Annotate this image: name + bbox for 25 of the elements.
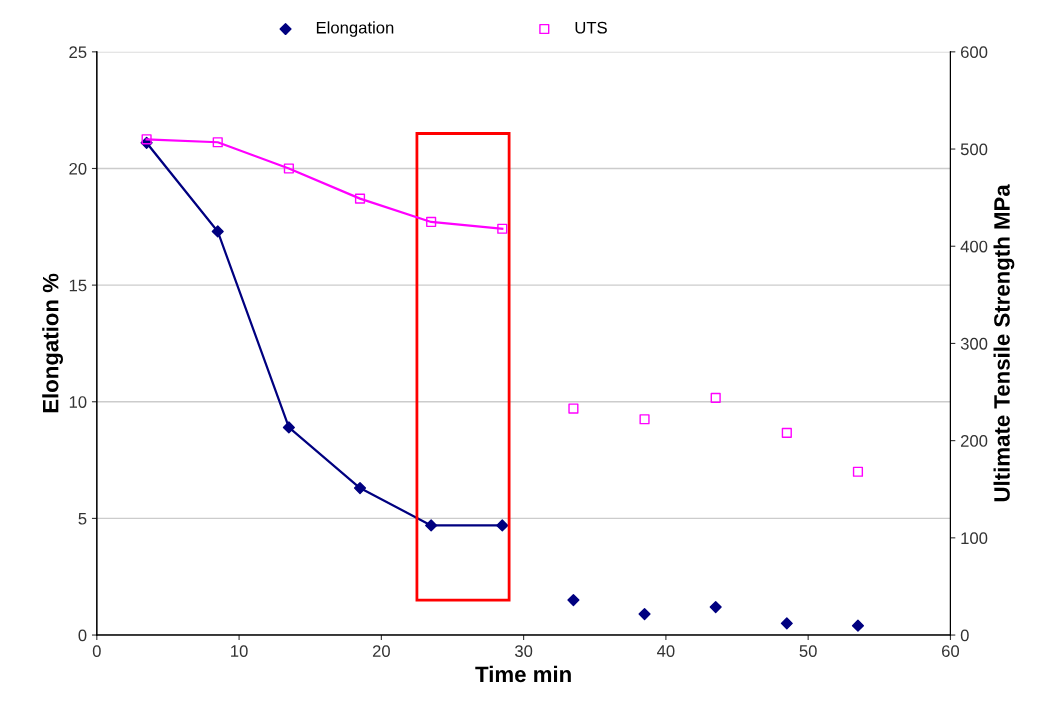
y2-tick-label: 400 xyxy=(960,240,988,253)
x-tick-label: 50 xyxy=(799,645,817,657)
y-tick-label: 5 xyxy=(78,512,87,525)
x-tick-label: 0 xyxy=(92,645,101,657)
legend-label: UTS xyxy=(575,21,607,34)
y-tick-label: 0 xyxy=(78,629,87,642)
y2-tick-label: 600 xyxy=(961,46,988,59)
x-axis-title: Time min xyxy=(475,665,571,683)
y2-tick-label: 500 xyxy=(960,143,988,156)
x-tick-label: 20 xyxy=(372,645,390,657)
y-tick-label: 10 xyxy=(69,396,87,408)
x-tick-label: 40 xyxy=(657,645,675,657)
legend-label: Elongation xyxy=(316,21,394,37)
y-axis-title: Elongation % xyxy=(42,273,63,413)
y2-tick-label: 100 xyxy=(961,532,988,545)
x-tick-label: 10 xyxy=(231,645,248,657)
y-tick-label: 15 xyxy=(69,279,87,292)
y2-tick-label: 0 xyxy=(960,629,969,642)
y-tick-label: 25 xyxy=(69,46,87,59)
x-tick-label: 60 xyxy=(942,645,960,657)
y2-axis-title: Ultimate Tensile Strength MPa xyxy=(993,184,1015,502)
y-tick-label: 20 xyxy=(69,162,87,175)
x-tick-label: 30 xyxy=(514,645,533,657)
y2-tick-label: 300 xyxy=(960,337,988,350)
y2-tick-label: 200 xyxy=(960,435,988,447)
